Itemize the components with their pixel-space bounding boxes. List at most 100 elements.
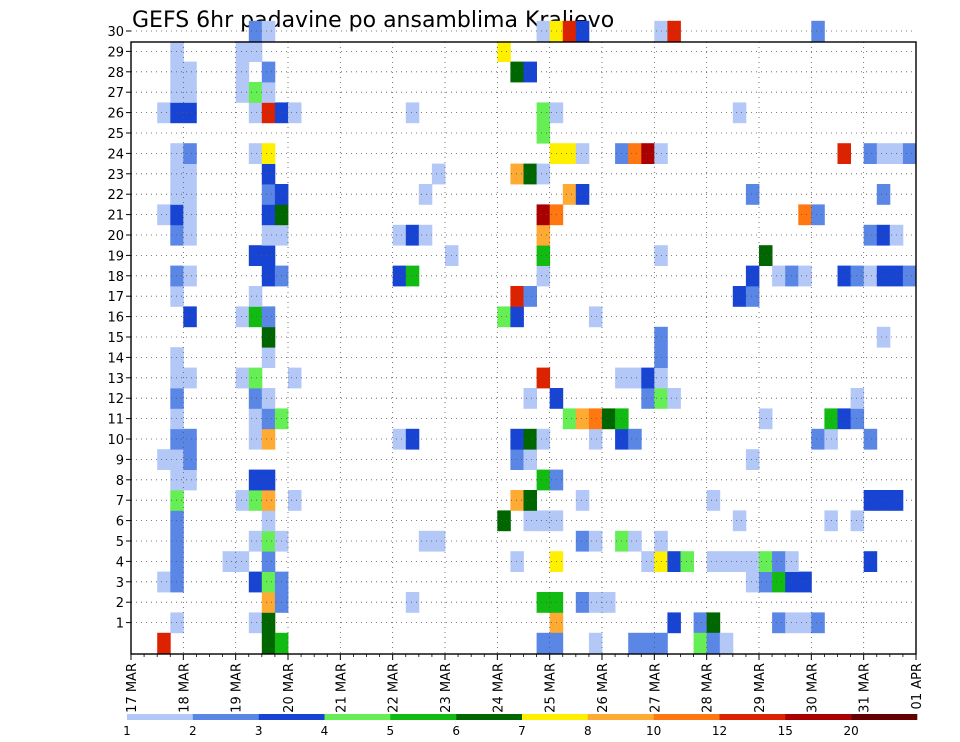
heatmap-cell-m3-t2.25 <box>248 571 263 593</box>
heatmap-cell-m24-t1 <box>183 143 197 164</box>
heatmap-cell-m24-t14.25 <box>876 143 891 164</box>
heatmap-cell-m10-t7.75 <box>536 428 551 450</box>
heatmap-cell-m1-t10.75 <box>693 612 708 634</box>
x-tick-label: 29 MAR <box>753 663 768 713</box>
heatmap-cell-m3-t12.75 <box>798 571 812 593</box>
heatmap-cell-m4-t2.5 <box>261 551 276 572</box>
heatmap-cell-m18-t1 <box>183 265 197 287</box>
heatmap-cell-m6-t11.5 <box>732 510 747 532</box>
heatmap-cell-m22-t8.25 <box>562 184 577 205</box>
heatmap-cell-m7-t7.25 <box>510 490 524 511</box>
colorbar-swatch <box>456 714 523 720</box>
colorbar-swatch <box>522 714 589 720</box>
heatmap-cell-m9-t0.5 <box>157 449 171 470</box>
heatmap-cell-m5-t5.75 <box>431 530 446 552</box>
heatmap-cell-m1-t10.25 <box>667 612 681 634</box>
heatmap-cell-m10-t0.75 <box>170 428 184 450</box>
heatmap-cell-m10-t2.5 <box>261 428 276 450</box>
colorbar-label: 5 <box>386 724 394 738</box>
colorbar-label: 4 <box>321 724 329 738</box>
heatmap-cell-m10-t14 <box>863 428 878 450</box>
heatmap-cell-m26-t0.5 <box>157 102 171 124</box>
heatmap-cell-m2-t8.75 <box>588 592 603 613</box>
y-tick-label: 27 <box>107 86 124 101</box>
heatmap-cell-m23-t7.5 <box>523 163 537 185</box>
heatmap-cell-m18-t12.75 <box>798 265 812 287</box>
x-tick-label: 26 MAR <box>596 663 611 713</box>
heatmap-cell-m11-t13.75 <box>850 408 865 430</box>
heatmap-cell-m21-t0.75 <box>170 204 184 226</box>
heatmap-cell-m19-t2.25 <box>248 245 263 266</box>
heatmap-cell-m22-t11.75 <box>745 184 760 205</box>
heatmap-cell-m21-t1 <box>183 204 197 226</box>
heatmap-cell-m0-t11 <box>706 632 721 654</box>
y-tick-label: 8 <box>116 474 124 489</box>
heatmap-cell-m22-t0.75 <box>170 184 184 205</box>
heatmap-cell-m30-t2.5 <box>261 20 276 42</box>
heatmap-cell-m30-t7.75 <box>536 20 551 42</box>
heatmap-cell-m28-t7.25 <box>510 61 524 83</box>
heatmap-cell-m21-t13 <box>811 204 825 226</box>
heatmap-cell-m4-t10.25 <box>667 551 681 572</box>
y-tick-label: 7 <box>116 494 124 509</box>
heatmap-cell-m4-t0.75 <box>170 551 184 572</box>
colorbar-label: 2 <box>189 724 197 738</box>
heatmap-cell-m23-t0.75 <box>170 163 184 185</box>
heatmap-cell-m24-t14 <box>863 143 878 164</box>
heatmap-cell-m14-t2.5 <box>261 347 276 368</box>
heatmap-cell-m24-t2.25 <box>248 143 263 164</box>
y-tick-label: 12 <box>107 392 124 407</box>
y-tick-label: 28 <box>107 66 124 81</box>
heatmap-cell-m21-t2.5 <box>261 204 276 226</box>
heatmap-cell-m22-t14.25 <box>876 184 891 205</box>
heatmap-cell-m13-t3 <box>288 367 302 389</box>
heatmap-cell-m7-t2.5 <box>261 490 276 511</box>
heatmap-cell-m1-t12.25 <box>772 612 786 634</box>
heatmap-cell-m18-t13.5 <box>837 265 851 287</box>
colorbar-label: 15 <box>778 724 793 738</box>
heatmap-cell-m24-t8.25 <box>562 143 577 164</box>
heatmap-cell-m17-t11.5 <box>732 286 747 307</box>
heatmap-cell-m1-t2.25 <box>248 612 263 634</box>
x-tick-label: 20 MAR <box>282 663 297 713</box>
heatmap-cell-m24-t9.75 <box>641 143 655 164</box>
heatmap-cell-m18-t5 <box>392 265 407 287</box>
x-tick-label: 01 APR <box>910 663 925 709</box>
heatmap-cell-m4-t7.25 <box>510 551 524 572</box>
heatmap-cell-m8-t7.75 <box>536 469 551 491</box>
heatmap-cell-m4-t11.75 <box>745 551 760 572</box>
colorbar-label: 20 <box>844 724 859 738</box>
heatmap-cell-m10-t8.75 <box>588 428 603 450</box>
heatmap-cell-m30-t2.25 <box>248 20 263 42</box>
heatmap-cell-m29-t7 <box>497 41 511 62</box>
heatmap-cell-m27-t1 <box>183 82 197 103</box>
y-tick-label: 10 <box>107 433 124 448</box>
heatmap-cell-m13-t1 <box>183 367 197 389</box>
colorbar-legend: 1 2 3 4 5 6 7 8 10 12 15 20 <box>123 714 918 738</box>
heatmap-cell-m8-t2.5 <box>261 469 276 491</box>
heatmap-cell-m9-t11.75 <box>745 449 760 470</box>
x-axis-date-ticks: 17 MAR 18 MAR 19 MAR 20 MAR 21 MAR 22 MAR 23 M… <box>125 654 925 713</box>
x-tick-label: 25 MAR <box>544 663 559 713</box>
heatmap-cell-m5-t0.75 <box>170 530 184 552</box>
heatmap-cell-m28-t0.75 <box>170 61 184 83</box>
heatmap-cell-m2-t5.25 <box>405 592 420 613</box>
y-tick-label: 18 <box>107 270 124 285</box>
heatmap-cell-m8-t2.25 <box>248 469 263 491</box>
heatmap-cell-m7-t11 <box>706 490 721 511</box>
heatmap-cell-m6-t13.75 <box>850 510 865 532</box>
y-tick-label: 11 <box>107 413 124 428</box>
heatmap-cell-m28-t2 <box>235 61 250 83</box>
heatmap-cell-m13-t7.75 <box>536 367 551 389</box>
heatmap-cell-m6-t0.75 <box>170 510 184 532</box>
heatmap-cell-m26-t2.25 <box>248 102 263 124</box>
heatmap-cell-m2-t7.75 <box>536 592 551 613</box>
heatmap-cell-m7-t3 <box>288 490 302 511</box>
y-tick-label: 19 <box>107 249 124 264</box>
heatmap-cell-m10-t5 <box>392 428 407 450</box>
y-tick-label: 24 <box>107 147 124 162</box>
y-tick-label: 2 <box>116 596 124 611</box>
y-tick-label: 14 <box>107 351 124 366</box>
x-tick-label: 22 MAR <box>387 663 402 713</box>
heatmap-cell-m1-t12.75 <box>798 612 812 634</box>
